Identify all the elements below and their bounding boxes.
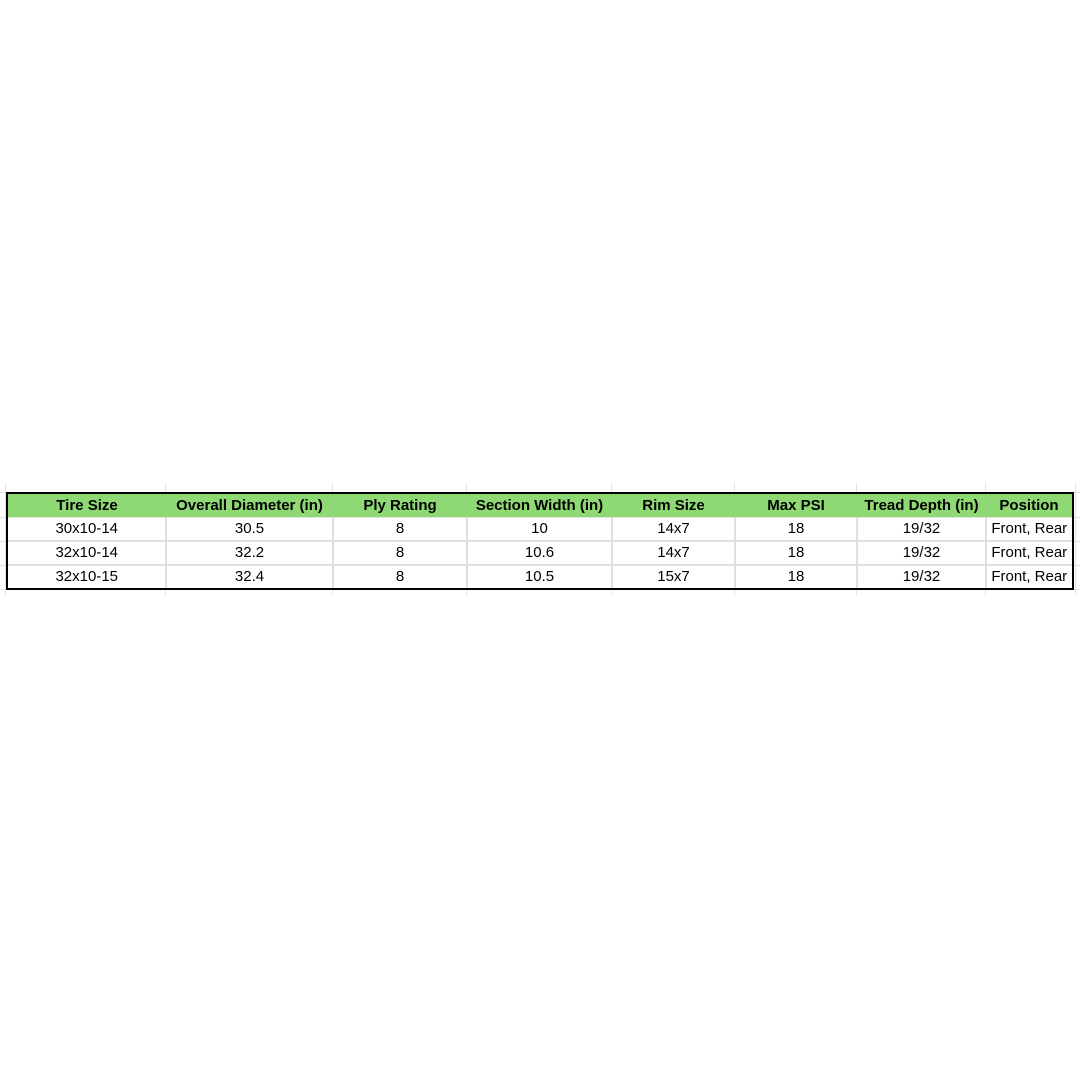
header-cell[interactable]: Tire Size [7, 493, 166, 517]
table-cell[interactable]: 8 [333, 540, 468, 565]
table-cell[interactable]: 10.6 [467, 540, 613, 565]
table-cell[interactable]: 19/32 [857, 517, 987, 541]
table-cell[interactable]: 19/32 [857, 564, 987, 589]
table-cell[interactable]: 10 [467, 517, 613, 541]
table-cell[interactable]: 32x10-15 [7, 564, 167, 589]
header-row: Tire Size Overall Diameter (in) Ply Rati… [7, 493, 1073, 517]
header-cell[interactable]: Max PSI [735, 493, 857, 517]
table-cell[interactable]: 18 [735, 564, 858, 589]
table-cell[interactable]: 19/32 [857, 540, 987, 565]
header-cell[interactable]: Ply Rating [333, 493, 467, 517]
table-row: 32x10-14 32.2 8 10.6 14x7 18 19/32 Front, Rear [7, 540, 1073, 565]
table-cell[interactable]: 8 [333, 517, 468, 541]
table-cell[interactable]: 14x7 [612, 517, 736, 541]
gridline [5, 483, 6, 595]
table-cell[interactable]: 15x7 [612, 564, 736, 589]
table-cell[interactable]: 14x7 [612, 540, 736, 565]
table-cell[interactable]: 18 [735, 540, 858, 565]
table-row: 30x10-14 30.5 8 10 14x7 18 19/32 Front, Rear [7, 517, 1073, 541]
gridline [1075, 483, 1076, 595]
header-cell[interactable]: Overall Diameter (in) [166, 493, 333, 517]
header-cell[interactable]: Position [986, 493, 1073, 517]
header-cell[interactable]: Tread Depth (in) [857, 493, 986, 517]
table-cell[interactable]: 32.2 [166, 540, 334, 565]
header-cell[interactable]: Section Width (in) [467, 493, 612, 517]
table-cell[interactable]: Front, Rear [986, 517, 1073, 541]
table-row: 32x10-15 32.4 8 10.5 15x7 18 19/32 Front, Rear [7, 564, 1073, 589]
table-cell[interactable]: 30x10-14 [7, 517, 167, 541]
table-cell[interactable]: 10.5 [467, 564, 613, 589]
header-cell[interactable]: Rim Size [612, 493, 735, 517]
tire-spec-table: Tire Size Overall Diameter (in) Ply Rati… [6, 492, 1074, 590]
table-cell[interactable]: 32.4 [166, 564, 334, 589]
table-cell[interactable]: 8 [333, 564, 468, 589]
table-cell[interactable]: Front, Rear [991, 568, 1068, 585]
table-cell[interactable]: 30.5 [166, 517, 334, 541]
table-cell[interactable]: Front, Rear [986, 540, 1073, 565]
table-cell[interactable]: 32x10-14 [7, 540, 167, 565]
table-cell[interactable]: 18 [735, 517, 858, 541]
